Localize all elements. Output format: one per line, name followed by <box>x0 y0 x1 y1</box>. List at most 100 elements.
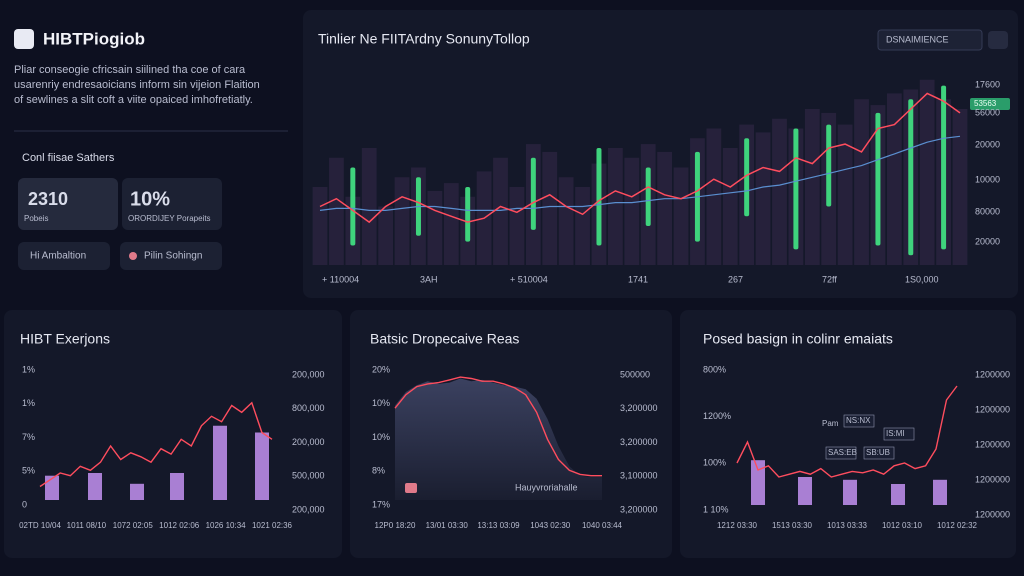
y-label: 800% <box>703 364 726 374</box>
y2-label: 200,000 <box>292 504 325 514</box>
x-label: 1741 <box>628 274 648 284</box>
volume-bar <box>706 128 722 265</box>
annotation: SAS:EB <box>828 448 857 457</box>
x-label: 267 <box>728 274 743 284</box>
y2-label: 500000 <box>620 369 650 379</box>
description: Pliar conseogie cfricsain siilined tha c… <box>14 64 246 76</box>
button-label[interactable]: DSNAIMIENCE <box>886 34 949 44</box>
volume-bar <box>919 79 935 265</box>
bar <box>45 475 59 500</box>
volume-bar <box>722 148 738 265</box>
candle <box>908 99 914 256</box>
y-label: 10% <box>372 398 390 408</box>
x-label: 1040 03:44 <box>582 521 623 530</box>
y-label: 17600 <box>975 79 1000 89</box>
y2-label: 1200000 <box>975 369 1010 379</box>
x-label: 1011 08/10 <box>67 521 107 530</box>
legend: Hauyvroriahalle <box>515 482 578 492</box>
bar <box>843 479 857 505</box>
y2-label: 800,000 <box>292 403 325 413</box>
x-label: + 110004 <box>322 274 359 284</box>
x-label: 3AH <box>420 274 438 284</box>
description: of sewlines a slit coft a viite opaiced … <box>14 94 253 106</box>
button[interactable] <box>120 242 222 270</box>
button[interactable] <box>18 242 110 270</box>
y-label: 7% <box>22 432 35 442</box>
y2-label: 3,200000 <box>620 504 658 514</box>
volume-bar <box>542 151 558 265</box>
x-label: 1012 02:32 <box>937 521 978 530</box>
brand-icon <box>14 29 34 49</box>
volume-bar <box>443 183 459 265</box>
candle <box>744 138 750 217</box>
stat-label: Pobeis <box>24 214 48 223</box>
button-label[interactable]: Pilin Sohingn <box>144 251 202 262</box>
candle <box>875 112 881 246</box>
volume-bar <box>509 187 525 265</box>
y-label: 17% <box>372 499 390 509</box>
badge-label: 53563 <box>974 99 997 108</box>
volume-bar <box>361 148 377 265</box>
y-label: 1% <box>22 398 35 408</box>
annotation: SB:UB <box>866 448 890 457</box>
candle <box>793 128 799 250</box>
volume-bar <box>886 93 902 266</box>
stat-card <box>122 178 222 230</box>
candle <box>350 167 356 246</box>
x-label: 1012 02:06 <box>159 521 200 530</box>
section-title: Conl fiisae Sathers <box>22 152 115 164</box>
stat-value: 10% <box>130 188 170 210</box>
badge <box>970 98 1010 110</box>
y2-label: 200,000 <box>292 369 325 379</box>
x-label: 1021 02:36 <box>252 521 293 530</box>
volume-bar <box>804 109 820 265</box>
annotation-box <box>863 446 895 460</box>
panel-title: Posed basign in colinr emaiats <box>703 331 893 347</box>
volume-bar <box>493 157 508 265</box>
volume-bar <box>854 99 869 265</box>
y2-label: 3,200000 <box>620 437 658 447</box>
candle <box>530 157 536 230</box>
button-label[interactable]: Hi Ambaltion <box>30 251 86 262</box>
button[interactable] <box>877 29 983 51</box>
annotation: Pam <box>822 419 839 428</box>
volume-bar <box>624 157 640 265</box>
y-label: 100% <box>703 458 726 468</box>
x-label: 13:13 03:09 <box>477 521 520 530</box>
y2-label: 3,100000 <box>620 471 658 481</box>
x-label: 1043 02:30 <box>530 521 571 530</box>
bar <box>933 479 947 505</box>
x-label: 1026 10:34 <box>206 521 247 530</box>
y-label: 20% <box>372 364 390 374</box>
x-label: + 510004 <box>510 274 548 284</box>
x-label: 12P0 18:20 <box>375 521 416 530</box>
y-label: 1 10% <box>703 504 729 514</box>
line <box>736 385 958 478</box>
volume-bar <box>837 124 853 265</box>
line <box>39 401 273 488</box>
volume-bar <box>329 157 344 265</box>
x-label: 1212 03:30 <box>717 521 758 530</box>
y-label: 20000 <box>975 139 1000 149</box>
volume-bar <box>608 148 623 265</box>
y-label: 0 <box>22 499 27 509</box>
volume-bar <box>755 132 771 265</box>
line <box>319 92 961 224</box>
volume-bar <box>427 190 443 265</box>
y2-label: 500,000 <box>292 471 325 481</box>
y2-label: 1200000 <box>975 439 1010 449</box>
annotation-box <box>825 446 857 460</box>
icon-button[interactable] <box>988 31 1008 49</box>
panel-title: HIBT Exerjons <box>20 331 110 347</box>
x-label: 72ff <box>822 274 837 284</box>
stat-value: 2310 <box>28 189 68 209</box>
y-label: 56000 <box>975 107 1000 117</box>
volume-bar <box>394 177 410 265</box>
y-label: 8% <box>372 466 385 476</box>
y-label: 5% <box>22 466 35 476</box>
candle <box>645 167 651 226</box>
bar <box>130 483 144 500</box>
y-label: 10000 <box>975 174 1000 184</box>
area <box>395 378 602 500</box>
x-label: 1S0,000 <box>905 274 939 284</box>
